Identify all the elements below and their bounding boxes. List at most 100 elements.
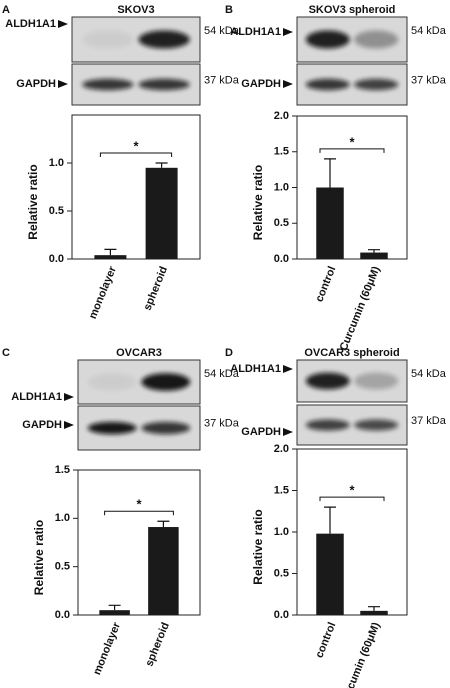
error-bar <box>324 158 336 188</box>
blot-band <box>305 78 350 91</box>
bar <box>148 527 179 615</box>
x-tick-label: spheroid <box>143 621 172 669</box>
y-axis-label: Relative ratio <box>26 164 40 239</box>
arrow <box>283 428 293 436</box>
blot-size: 37 kDa <box>411 74 447 86</box>
blot-size: 37 kDa <box>411 415 447 427</box>
y-tick-label: 1.0 <box>274 526 289 538</box>
significance-bracket <box>99 152 173 157</box>
blot-size: 54 kDa <box>411 368 447 380</box>
arrow <box>64 393 74 401</box>
plot-frame <box>296 448 408 616</box>
y-tick-label: 0.0 <box>274 253 289 265</box>
y-tick-label: 1.5 <box>55 464 70 476</box>
blot-band <box>305 30 350 49</box>
blot-size: 37 kDa <box>204 418 240 430</box>
x-tick-label: monolayer <box>87 264 119 321</box>
arrow <box>283 365 293 373</box>
y-tick-label: 2.0 <box>274 110 289 122</box>
y-tick-label: 0.0 <box>274 609 289 621</box>
significance-label: * <box>133 138 139 153</box>
error-bar <box>368 606 380 611</box>
blot-band <box>82 78 134 91</box>
arrow <box>58 80 68 88</box>
blot-band <box>138 78 190 91</box>
significance-bracket <box>319 148 385 153</box>
panel-title: OVCAR3 spheroid <box>304 347 399 359</box>
error-bar <box>157 520 170 528</box>
blot-band <box>141 421 191 435</box>
panel-letter: B <box>225 4 233 16</box>
y-tick-label: 0.5 <box>55 561 70 573</box>
y-tick-label: 1.5 <box>274 484 289 496</box>
panel-letter: C <box>2 347 10 359</box>
y-tick-label: 1.0 <box>274 181 289 193</box>
blot-label: GAPDH <box>241 78 281 90</box>
blot-size: 54 kDa <box>204 368 240 380</box>
x-tick-label: spheroid <box>142 265 171 313</box>
error-bar <box>108 604 121 611</box>
x-tick-label: control <box>313 265 338 304</box>
bar <box>316 187 344 259</box>
blot-band <box>354 30 399 49</box>
blot-label: ALDH1A1 <box>5 18 56 30</box>
x-tick-label: Curcumin (60μM) <box>338 620 383 688</box>
blot-band <box>354 78 399 91</box>
significance-label: * <box>349 483 355 498</box>
plot-frame <box>71 114 201 260</box>
y-tick-label: 0.5 <box>274 567 289 579</box>
arrow <box>283 28 293 36</box>
blot-band <box>138 30 190 49</box>
significance-label: * <box>136 497 142 512</box>
blot-label: ALDH1A1 <box>230 363 281 375</box>
y-tick-label: 1.5 <box>274 146 289 158</box>
significance-bracket <box>319 496 385 502</box>
blot-band <box>354 372 399 390</box>
y-tick-label: 0.5 <box>49 205 64 217</box>
blot-label: GAPDH <box>22 419 62 431</box>
y-axis-label: Relative ratio <box>251 165 265 240</box>
bar <box>99 610 130 615</box>
blot-label: ALDH1A1 <box>11 391 62 403</box>
blot-label: GAPDH <box>16 78 56 90</box>
y-tick-label: 0.0 <box>55 609 70 621</box>
y-tick-label: 2.0 <box>274 443 289 455</box>
blot-band <box>305 372 350 390</box>
x-tick-label: control <box>313 621 338 660</box>
blot-label: GAPDH <box>241 426 281 438</box>
error-bar <box>324 506 336 534</box>
y-tick-label: 0.5 <box>274 217 289 229</box>
blot-size: 54 kDa <box>411 25 447 37</box>
x-tick-label: monolayer <box>91 620 123 677</box>
blot-band <box>87 373 137 391</box>
error-bar <box>104 248 117 256</box>
panel-title: OVCAR3 <box>116 347 162 359</box>
blot-size: 37 kDa <box>204 74 240 86</box>
error-bar <box>368 249 380 253</box>
bar <box>94 255 127 259</box>
y-axis-label: Relative ratio <box>251 509 265 584</box>
blot-size: 54 kDa <box>204 25 240 37</box>
panel-title: SKOV3 <box>117 4 154 16</box>
plot-frame <box>77 469 201 616</box>
arrow <box>58 20 68 28</box>
bar <box>316 533 344 615</box>
y-tick-label: 0.0 <box>49 253 64 265</box>
error-bar <box>155 162 168 168</box>
y-tick-label: 1.0 <box>49 157 64 169</box>
bar <box>145 167 178 259</box>
blot-label: ALDH1A1 <box>230 26 281 38</box>
y-tick-label: 1.0 <box>55 512 70 524</box>
x-tick-label: Curcumin (60μM) <box>338 264 383 352</box>
significance-label: * <box>349 134 355 149</box>
bar <box>360 610 388 615</box>
panel-letter: A <box>2 4 10 16</box>
bar <box>360 252 388 259</box>
arrow <box>64 421 74 429</box>
panel-letter: D <box>225 347 233 359</box>
panel-title: SKOV3 spheroid <box>309 4 396 16</box>
blot-band <box>82 30 134 49</box>
arrow <box>283 80 293 88</box>
blot-band <box>141 373 191 391</box>
